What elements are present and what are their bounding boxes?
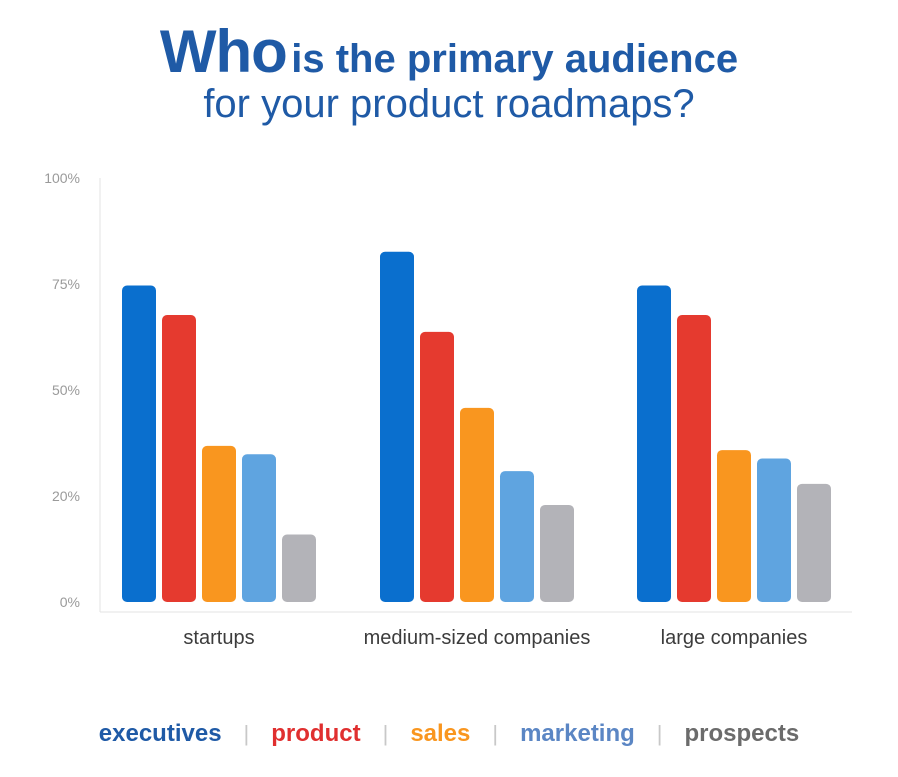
legend-separator: |	[382, 721, 389, 746]
legend-item-prospects: prospects	[684, 720, 800, 747]
bar-prospects-1	[540, 504, 574, 602]
title-rest: is the primary audience	[291, 37, 739, 81]
bar-sales-0	[202, 445, 236, 602]
bar-executives-1	[380, 251, 414, 602]
y-tick-label: 75%	[52, 276, 80, 292]
bar-sales-2	[717, 450, 751, 602]
bar-sales-1	[460, 407, 494, 602]
y-tick-label: 20%	[52, 488, 80, 504]
bar-prospects-2	[797, 483, 831, 602]
bar-marketing-0	[242, 454, 276, 602]
legend-item-product: product	[271, 720, 361, 747]
bar-product-0	[162, 315, 196, 602]
bar-product-1	[420, 331, 454, 602]
legend-separator: |	[656, 721, 663, 746]
title-line-2: for your product roadmaps?	[203, 82, 695, 126]
bar-marketing-1	[500, 471, 534, 602]
title-line-1: Who is the primary audience	[0, 22, 898, 82]
chart-title: Who is the primary audience for your pro…	[0, 22, 898, 126]
bar-marketing-2	[757, 458, 791, 602]
title-emphasis: Who	[159, 18, 288, 85]
bar-executives-2	[637, 285, 671, 602]
bar-executives-0	[122, 285, 156, 602]
bar-chart: 0% 20% 50% 75% 100% startups medium-sized comp…	[44, 170, 852, 649]
legend-item-sales: sales	[410, 720, 471, 747]
legend: executives | product | sales | marketing | prosp…	[0, 720, 898, 748]
x-category-label: large companies	[661, 627, 808, 649]
bar-prospects-0	[282, 534, 316, 602]
y-tick-label: 100%	[44, 170, 80, 186]
legend-item-executives: executives	[98, 720, 222, 747]
y-tick-label: 0%	[60, 594, 80, 610]
legend-item-marketing: marketing	[520, 720, 635, 747]
legend-separator: |	[243, 721, 250, 746]
x-category-label: startups	[183, 627, 254, 649]
y-tick-label: 50%	[52, 382, 80, 398]
legend-separator: |	[492, 721, 499, 746]
x-category-label: medium-sized companies	[364, 627, 591, 649]
bar-product-2	[677, 315, 711, 602]
